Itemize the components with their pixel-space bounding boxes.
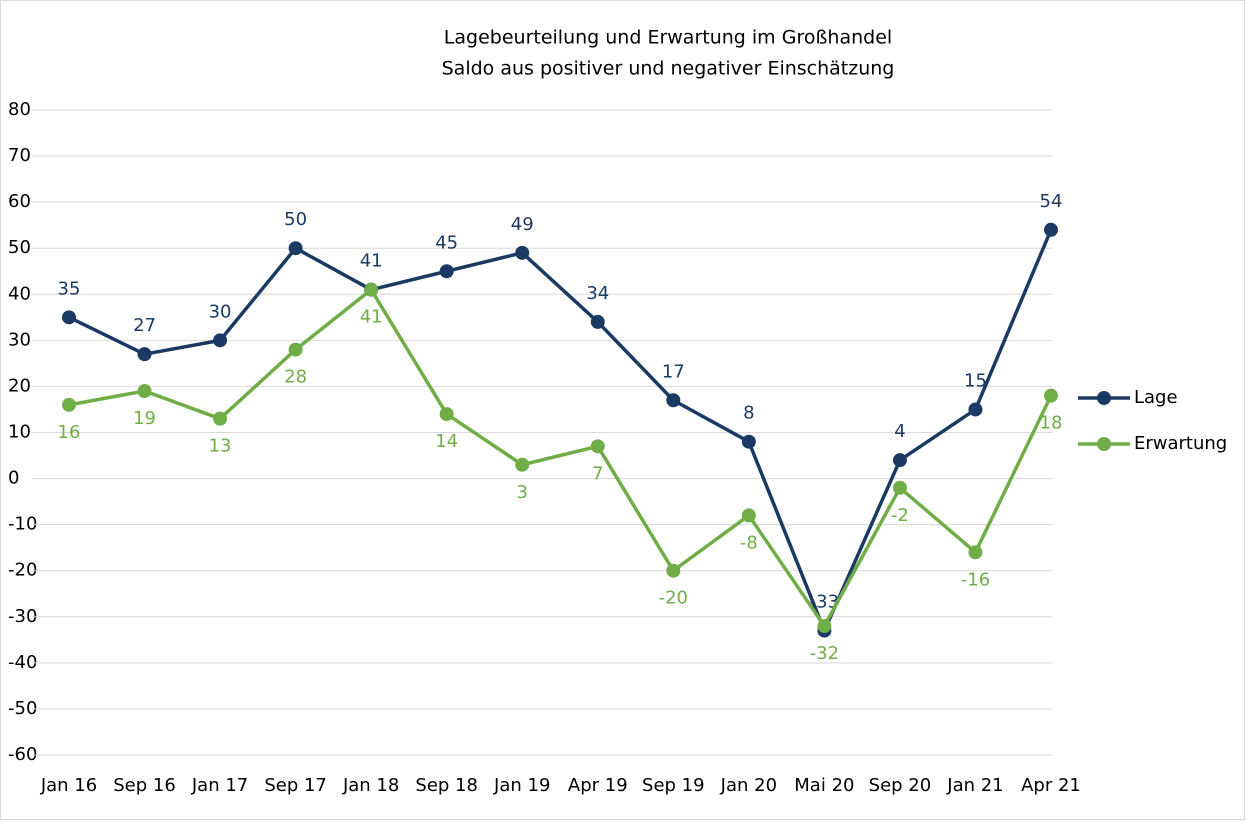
marker bbox=[892, 453, 907, 468]
y-tick-label: 0 bbox=[8, 468, 19, 489]
data-label: 30 bbox=[209, 301, 232, 322]
marker bbox=[741, 434, 756, 449]
y-tick-label: -20 bbox=[8, 560, 37, 581]
x-tick-label: Apr 19 bbox=[568, 775, 628, 796]
y-tick-label: 30 bbox=[8, 329, 31, 350]
marker bbox=[288, 342, 303, 357]
data-label: 15 bbox=[964, 370, 987, 391]
data-label: 7 bbox=[592, 463, 603, 484]
y-tick-label: -30 bbox=[8, 606, 37, 627]
x-tick-label: Apr 21 bbox=[1021, 775, 1081, 796]
data-label: 18 bbox=[1040, 413, 1063, 434]
marker bbox=[741, 508, 756, 523]
x-tick-label: Jan 21 bbox=[946, 775, 1003, 796]
marker bbox=[213, 411, 228, 426]
data-label: 28 bbox=[284, 367, 307, 388]
y-tick-label: 80 bbox=[8, 99, 31, 120]
x-tick-label: Sep 16 bbox=[113, 775, 176, 796]
data-label: -33 bbox=[810, 592, 839, 613]
y-tick-label: -40 bbox=[8, 652, 37, 673]
x-tick-label: Sep 18 bbox=[415, 775, 478, 796]
data-label: -32 bbox=[810, 643, 839, 664]
marker bbox=[62, 310, 76, 325]
marker bbox=[515, 245, 530, 260]
x-tick-label: Sep 17 bbox=[264, 775, 327, 796]
marker bbox=[590, 439, 605, 454]
data-label: 16 bbox=[58, 422, 81, 443]
marker bbox=[213, 333, 228, 348]
data-label: -2 bbox=[891, 505, 909, 526]
y-tick-label: 20 bbox=[8, 375, 31, 396]
data-label: 4 bbox=[894, 421, 905, 442]
chart-title: Lagebeurteilung und Erwartung im Großhan… bbox=[444, 27, 892, 49]
x-tick-label: Jan 18 bbox=[342, 775, 399, 796]
marker bbox=[1044, 388, 1058, 403]
data-label: 49 bbox=[511, 214, 534, 235]
data-label: 35 bbox=[58, 278, 81, 299]
data-label: 54 bbox=[1040, 191, 1063, 212]
x-tick-label: Jan 17 bbox=[191, 775, 248, 796]
data-label: 3 bbox=[517, 482, 528, 503]
marker bbox=[666, 563, 681, 578]
legend-label: Erwartung bbox=[1134, 433, 1227, 454]
marker bbox=[1044, 222, 1058, 237]
data-label: 13 bbox=[209, 436, 232, 457]
marker bbox=[62, 397, 76, 412]
marker bbox=[137, 384, 152, 399]
x-tick-label: Jan 16 bbox=[40, 775, 97, 796]
data-label: 8 bbox=[743, 403, 754, 424]
data-label: 41 bbox=[360, 251, 383, 272]
legend-marker bbox=[1097, 391, 1111, 405]
marker bbox=[515, 457, 530, 472]
x-tick-label: Jan 20 bbox=[720, 775, 777, 796]
data-label: -16 bbox=[961, 569, 990, 590]
data-label: 14 bbox=[435, 431, 458, 452]
y-tick-label: -50 bbox=[8, 698, 37, 719]
x-tick-label: Jan 19 bbox=[493, 775, 550, 796]
marker bbox=[590, 314, 605, 329]
line bbox=[68, 287, 1053, 628]
data-label: 34 bbox=[586, 283, 609, 304]
data-label: 27 bbox=[133, 315, 156, 336]
marker bbox=[817, 619, 832, 633]
x-tick-label: Mai 20 bbox=[794, 775, 854, 796]
marker bbox=[439, 407, 454, 422]
marker bbox=[439, 264, 454, 279]
marker bbox=[968, 545, 983, 560]
data-label: 41 bbox=[360, 307, 383, 328]
marker bbox=[137, 347, 152, 362]
chart-subtitle: Saldo aus positiver und negativer Einsch… bbox=[442, 58, 895, 80]
data-label: -20 bbox=[659, 588, 688, 609]
marker bbox=[666, 393, 681, 408]
data-label: 17 bbox=[662, 361, 685, 382]
data-label: 45 bbox=[435, 232, 458, 253]
y-tick-label: -10 bbox=[8, 514, 37, 535]
line bbox=[68, 229, 1053, 633]
x-tick-label: Sep 19 bbox=[642, 775, 705, 796]
y-tick-label: 10 bbox=[8, 422, 31, 443]
marker bbox=[364, 282, 379, 297]
y-tick-label: -60 bbox=[8, 744, 37, 765]
data-label: -8 bbox=[740, 532, 758, 553]
legend-label: Lage bbox=[1134, 387, 1178, 408]
marker bbox=[288, 241, 303, 256]
data-label: 50 bbox=[284, 209, 307, 230]
x-tick-label: Sep 20 bbox=[869, 775, 932, 796]
y-tick-label: 50 bbox=[8, 237, 31, 258]
y-tick-label: 60 bbox=[8, 191, 31, 212]
marker bbox=[968, 402, 983, 417]
y-tick-label: 70 bbox=[8, 145, 31, 166]
data-label: 19 bbox=[133, 408, 156, 429]
y-tick-label: 40 bbox=[8, 283, 31, 304]
marker bbox=[892, 480, 907, 495]
legend-marker bbox=[1097, 437, 1111, 451]
